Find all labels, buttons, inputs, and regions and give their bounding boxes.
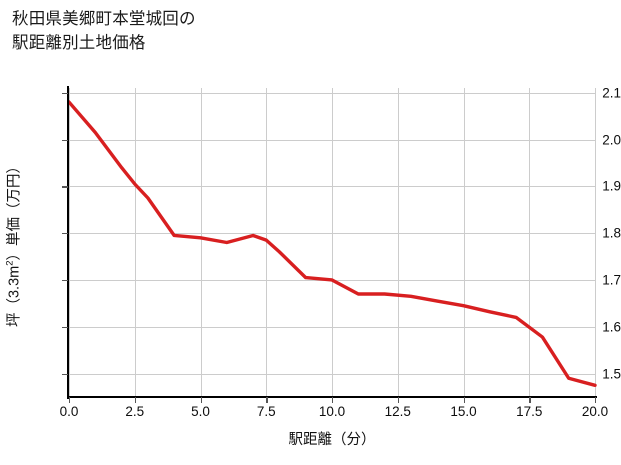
x-tick-label: 7.5	[256, 404, 276, 419]
y-tick-mark	[62, 280, 68, 282]
y-tick-mark	[62, 139, 68, 141]
x-tick-mark	[463, 397, 465, 403]
y-axis-spine	[67, 86, 70, 399]
y-tick-label: 2.1	[602, 85, 621, 101]
x-tick-mark	[200, 397, 202, 403]
y-axis-label: 坪（3.3m2）単価（万円）	[3, 158, 24, 326]
y-tick-label: 1.6	[602, 319, 621, 335]
x-tick-label: 12.5	[384, 404, 411, 419]
gridline-vertical	[529, 88, 531, 397]
y-axis-label-superscript: 2	[4, 259, 16, 266]
y-tick-label: 1.9	[602, 178, 621, 194]
x-tick-mark	[529, 397, 531, 403]
x-tick-mark	[332, 397, 334, 403]
gridline-vertical	[134, 88, 136, 397]
x-tick-mark	[266, 397, 268, 403]
x-axis-label: 駅距離（分）	[288, 432, 376, 448]
x-tick-label: 17.5	[516, 404, 543, 419]
x-tick-mark	[134, 397, 137, 403]
x-tick-mark	[595, 397, 597, 403]
y-axis-label-wrap: 坪（3.3m2）単価（万円）	[0, 88, 26, 397]
y-tick-mark	[62, 92, 68, 95]
y-axis-label-prefix: 坪（3.3m	[6, 265, 23, 327]
gridline-vertical	[397, 88, 399, 397]
y-tick-mark	[62, 373, 68, 375]
x-tick-label: 20.0	[581, 404, 609, 419]
gridline-vertical	[595, 88, 596, 397]
x-tick-mark	[69, 397, 71, 403]
y-tick-label: 1.8	[602, 225, 621, 241]
page-title: 秋田県美郷町本堂城回の 駅距離別土地価格	[12, 10, 196, 52]
y-tick-mark	[62, 326, 68, 329]
y-tick-label: 1.5	[602, 366, 621, 382]
x-tick-mark	[397, 397, 400, 403]
y-tick-label: 2.0	[602, 132, 621, 147]
x-tick-label: 5.0	[191, 404, 210, 419]
y-tick-mark	[62, 186, 68, 188]
x-tick-label: 10.0	[318, 404, 346, 419]
series-line-land-price	[67, 100, 597, 387]
y-tick-mark	[62, 233, 68, 235]
plot-area	[69, 88, 596, 397]
series-line-layer	[67, 100, 597, 387]
y-axis-label-suffix: ）単価（万円）	[6, 158, 23, 260]
x-tick-label: 15.0	[450, 404, 477, 419]
gridline-vertical	[463, 88, 465, 397]
gridline-vertical	[200, 88, 202, 397]
y-tick-label: 1.7	[602, 272, 621, 288]
x-tick-label: 0.0	[59, 404, 79, 419]
x-tick-label: 2.5	[125, 404, 145, 419]
gridline-vertical	[69, 88, 70, 397]
gridline-vertical	[332, 88, 333, 397]
